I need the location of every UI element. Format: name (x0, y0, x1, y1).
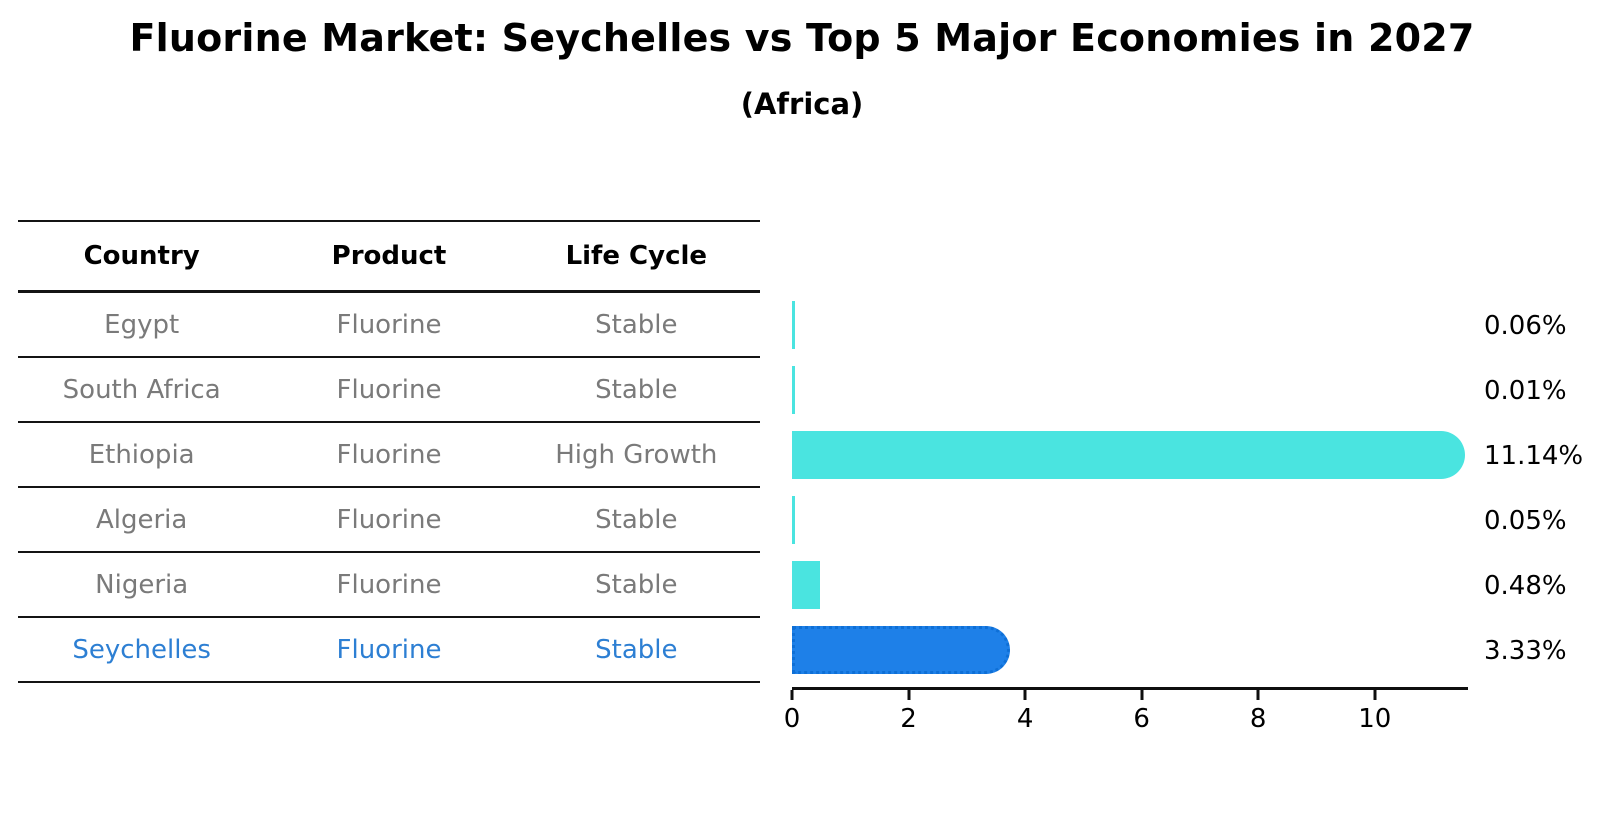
bar-egypt (792, 301, 796, 349)
bar-row-ethiopia: 11.14% (792, 423, 1583, 488)
table-header-product: Product (331, 241, 447, 271)
cell-product: Fluorine (336, 504, 442, 535)
value-label-egypt: 0.06% (1484, 310, 1567, 341)
cell-country: Seychelles (72, 634, 211, 665)
x-axis: 0 2 4 6 8 10 (784, 687, 1468, 740)
bar-row-egypt: 0.06% (792, 293, 1567, 358)
table-row-algeria: Algeria Fluorine Stable (18, 488, 760, 553)
cell-country: South Africa (62, 374, 221, 405)
x-tick-label-4: 4 (1016, 704, 1034, 734)
bar-row-south-africa: 0.01% (792, 358, 1567, 423)
page-subtitle: (Africa) (740, 87, 864, 121)
page-title: Fluorine Market: Seychelles vs Top 5 Maj… (129, 16, 1475, 60)
bar-row-seychelles: 3.33% (792, 618, 1567, 683)
value-label-algeria: 0.05% (1484, 505, 1567, 536)
table-row-ethiopia: Ethiopia Fluorine High Growth (18, 423, 760, 488)
table-row-seychelles: Seychelles Fluorine Stable (18, 618, 760, 683)
table-header-row: Country Product Life Cycle (18, 220, 760, 293)
table-row-nigeria: Nigeria Fluorine Stable (18, 553, 760, 618)
table-row-south-africa: South Africa Fluorine Stable (18, 358, 760, 423)
x-tick-label-0: 0 (783, 704, 801, 734)
bar-algeria (792, 496, 795, 544)
bar-nigeria (792, 561, 820, 609)
table-header-country: Country (83, 241, 200, 271)
bar-south-africa (792, 366, 795, 414)
cell-life-cycle: Stable (595, 634, 678, 665)
cell-country: Algeria (95, 504, 188, 535)
cell-life-cycle: High Growth (555, 439, 718, 470)
bar-row-nigeria: 0.48% (792, 553, 1567, 618)
cell-life-cycle: Stable (595, 504, 678, 535)
bar-chart: 0.06% 0.01% 11.14% 0.05% 0.48% 3.33% 0 2 4 6 8 10 (784, 220, 1583, 740)
x-tick-mark-2 (907, 690, 911, 700)
x-tick-label-10: 10 (1358, 704, 1392, 734)
cell-product: Fluorine (336, 634, 442, 665)
cell-country: Egypt (104, 309, 180, 340)
x-tick-mark-8 (1256, 690, 1260, 700)
table-header-lifecycle: Life Cycle (565, 241, 708, 271)
x-tick-mark-10 (1373, 690, 1377, 700)
cell-life-cycle: Stable (595, 569, 678, 600)
x-tick-mark-4 (1023, 690, 1027, 700)
market-table: Country Product Life Cycle Egypt Fluorine… (18, 220, 760, 740)
table-body: Egypt Fluorine Stable South Africa Fluorine S… (18, 293, 760, 683)
value-label-nigeria: 0.48% (1484, 570, 1567, 601)
bar-seychelles (792, 626, 1011, 674)
x-tick-label-8: 8 (1249, 704, 1267, 734)
cell-life-cycle: Stable (595, 374, 678, 405)
bar-row-algeria: 0.05% (792, 488, 1567, 553)
cell-life-cycle: Stable (595, 309, 678, 340)
value-label-ethiopia: 11.14% (1484, 440, 1584, 471)
bar-ethiopia (792, 431, 1466, 479)
content-area: Country Product Life Cycle Egypt Fluorine… (0, 220, 1604, 740)
value-label-south-africa: 0.01% (1484, 375, 1567, 406)
x-tick-label-2: 2 (900, 704, 917, 734)
cell-country: Nigeria (95, 569, 189, 600)
bar-rows: 0.06% 0.01% 11.14% 0.05% 0.48% 3.33% (792, 293, 1583, 683)
table-row-egypt: Egypt Fluorine Stable (18, 293, 760, 358)
cell-product: Fluorine (336, 309, 442, 340)
x-tick-mark-6 (1140, 690, 1144, 700)
cell-product: Fluorine (336, 374, 442, 405)
x-tick-mark-0 (790, 690, 794, 700)
cell-product: Fluorine (336, 569, 442, 600)
cell-product: Fluorine (336, 439, 442, 470)
value-label-seychelles: 3.33% (1484, 635, 1567, 666)
x-tick-label-6: 6 (1133, 704, 1150, 734)
cell-country: Ethiopia (88, 439, 195, 470)
